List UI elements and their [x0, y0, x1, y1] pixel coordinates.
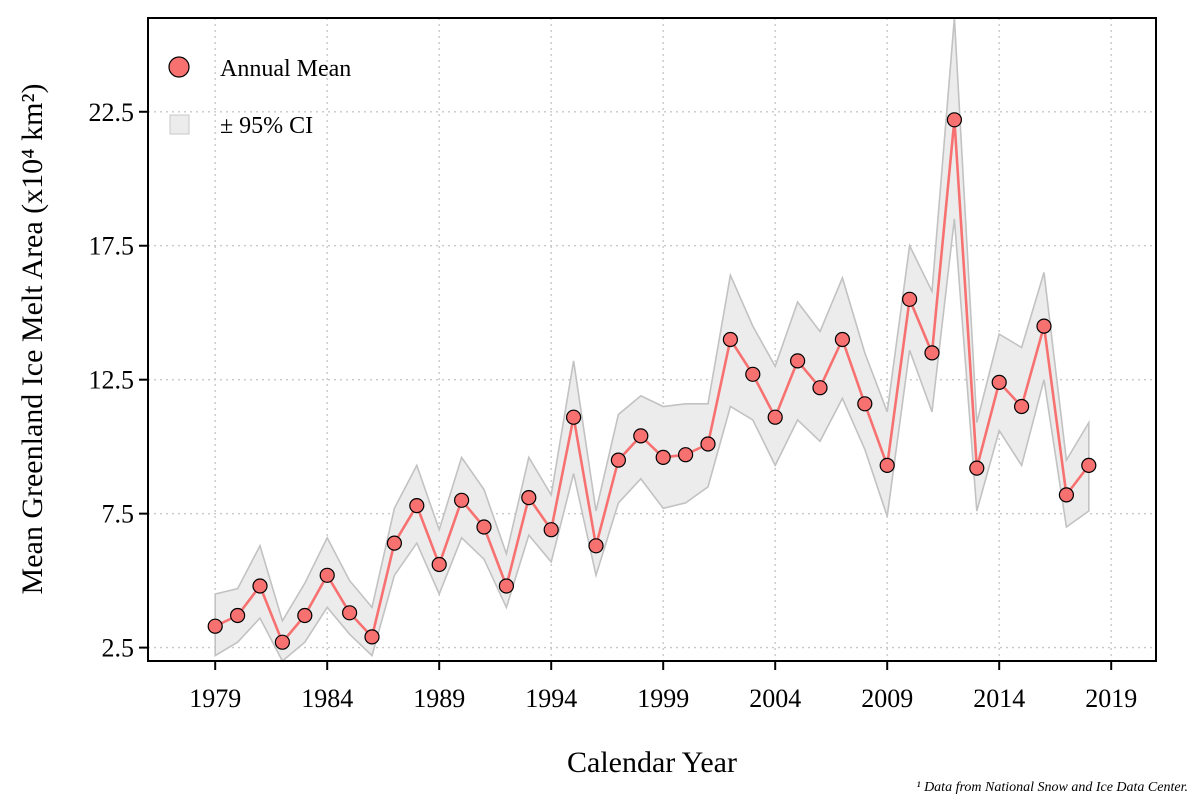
y-axis-title: Mean Greenland Ice Melt Area (x10⁴ km²) — [16, 84, 49, 595]
data-point-1996 — [588, 538, 604, 554]
data-point-2001 — [700, 436, 716, 452]
y-tick-label: 7.5 — [102, 500, 135, 529]
legend-label-annual-mean: Annual Mean — [220, 56, 351, 82]
data-point-2009 — [879, 457, 895, 473]
x-axis-title: Calendar Year — [567, 746, 737, 779]
mean-line — [214, 118, 1090, 644]
y-tick-label: 2.5 — [102, 634, 135, 663]
data-point-2015 — [1013, 398, 1030, 415]
data-point-1986 — [364, 629, 380, 645]
data-point-2010 — [901, 291, 918, 307]
data-point-1997 — [610, 452, 627, 468]
data-point-1994 — [543, 522, 559, 538]
data-point-1987 — [386, 535, 402, 551]
data-point-1993 — [521, 490, 537, 506]
y-tick-label: 22.5 — [89, 98, 135, 127]
data-point-2014 — [991, 374, 1007, 390]
data-point-1980 — [230, 607, 246, 624]
y-tick-label: 17.5 — [89, 232, 135, 261]
data-point-1990 — [454, 492, 470, 508]
data-point-2018 — [1081, 457, 1097, 473]
x-tick-label: 2014 — [973, 684, 1025, 713]
legend-swatch-ci — [169, 114, 190, 135]
data-point-2008 — [857, 396, 873, 412]
x-tick-label: 1984 — [301, 684, 353, 713]
legend-label-ci: ± 95% CI — [220, 113, 313, 139]
legend: Annual Mean ± 95% CI — [168, 56, 351, 139]
data-point-1982 — [274, 634, 290, 650]
x-tick-label: 2004 — [749, 684, 801, 713]
data-point-2016 — [1036, 318, 1052, 334]
plot-frame — [147, 17, 1157, 662]
data-point-1988 — [409, 498, 425, 514]
data-point-2005 — [789, 353, 806, 369]
mean-line-layer — [214, 118, 1090, 644]
x-tick-label: 2019 — [1085, 684, 1137, 713]
data-point-1984 — [319, 567, 335, 583]
data-point-2002 — [722, 331, 739, 348]
data-point-2013 — [969, 460, 985, 476]
data-point-1985 — [342, 605, 358, 621]
data-point-2004 — [767, 409, 783, 425]
x-tick-label: 2009 — [861, 684, 913, 713]
data-point-2011 — [924, 345, 940, 361]
data-point-1998 — [633, 428, 649, 444]
data-point-1979 — [207, 618, 223, 634]
data-point-2007 — [834, 331, 851, 348]
data-point-1992 — [498, 578, 514, 594]
ci-band — [214, 17, 1090, 663]
x-tick-label: 1979 — [189, 684, 241, 713]
data-point-2003 — [745, 366, 761, 382]
x-tick-label: 1994 — [525, 684, 577, 713]
x-tick-label: 1999 — [637, 684, 689, 713]
data-point-2012 — [946, 112, 963, 128]
data-point-1983 — [297, 607, 313, 624]
x-tick-label: 1989 — [413, 684, 465, 713]
legend-marker-annual-mean — [168, 56, 190, 78]
tick-layer: 1979 1984 1989 1994 1999 2004 2009 2014 2019 2.5 7… — [89, 98, 1138, 713]
data-point-1989 — [431, 556, 447, 573]
data-points-layer — [207, 112, 1097, 650]
source-footnote: ¹ Data from National Snow and Ice Data C… — [916, 780, 1188, 795]
data-point-2006 — [812, 380, 828, 396]
data-point-1999 — [655, 449, 671, 465]
confidence-band-layer — [214, 17, 1090, 663]
data-point-1995 — [565, 409, 582, 425]
data-point-2017 — [1058, 487, 1075, 503]
data-point-1991 — [476, 519, 492, 535]
data-point-1981 — [252, 578, 268, 594]
y-tick-label: 12.5 — [89, 366, 135, 395]
data-point-2000 — [677, 447, 694, 463]
